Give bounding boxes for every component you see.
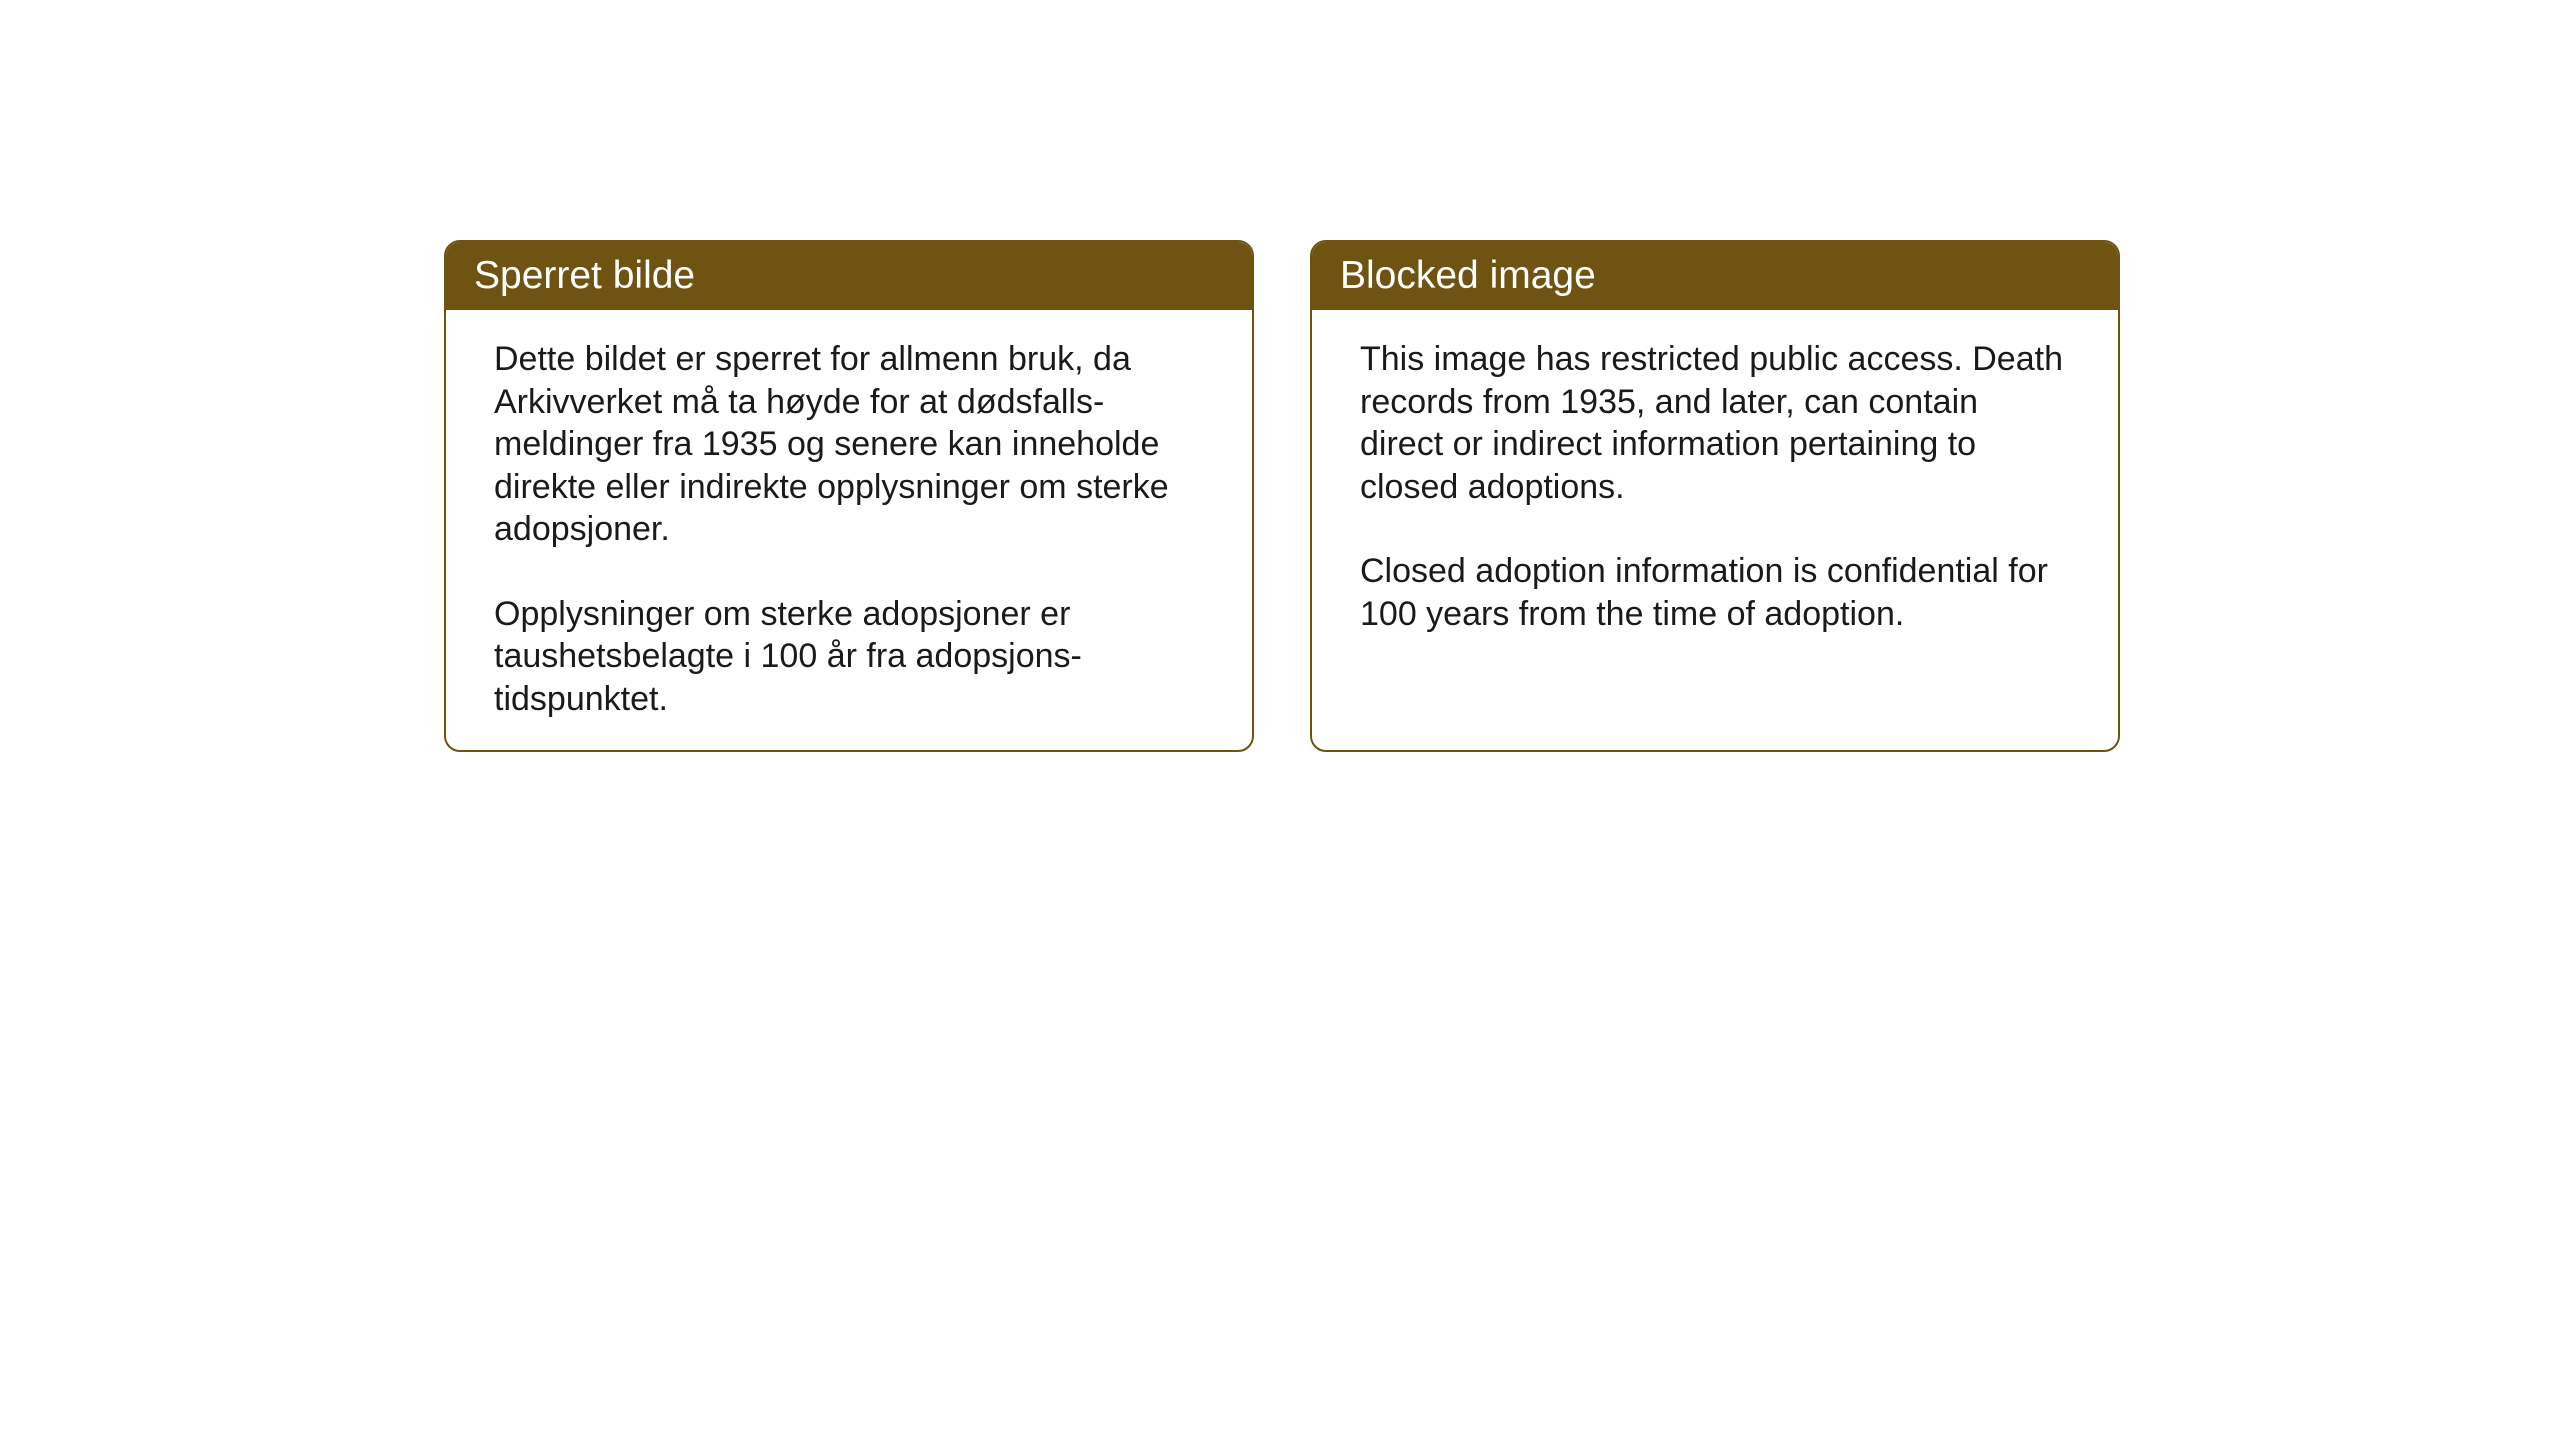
card-english-header: Blocked image	[1312, 242, 2118, 310]
card-norwegian-header: Sperret bilde	[446, 242, 1252, 310]
card-norwegian-paragraph-1: Dette bildet er sperret for allmenn bruk…	[494, 338, 1204, 551]
card-norwegian-title: Sperret bilde	[474, 254, 695, 297]
card-english-title: Blocked image	[1340, 254, 1596, 297]
card-english-body: This image has restricted public access.…	[1312, 310, 2118, 663]
card-norwegian-paragraph-2: Opplysninger om sterke adopsjoner er tau…	[494, 593, 1204, 721]
cards-container: Sperret bilde Dette bildet er sperret fo…	[444, 240, 2120, 752]
card-english: Blocked image This image has restricted …	[1310, 240, 2120, 752]
card-norwegian-body: Dette bildet er sperret for allmenn bruk…	[446, 310, 1252, 748]
card-norwegian: Sperret bilde Dette bildet er sperret fo…	[444, 240, 1254, 752]
card-english-paragraph-2: Closed adoption information is confident…	[1360, 550, 2070, 635]
card-english-paragraph-1: This image has restricted public access.…	[1360, 338, 2070, 508]
